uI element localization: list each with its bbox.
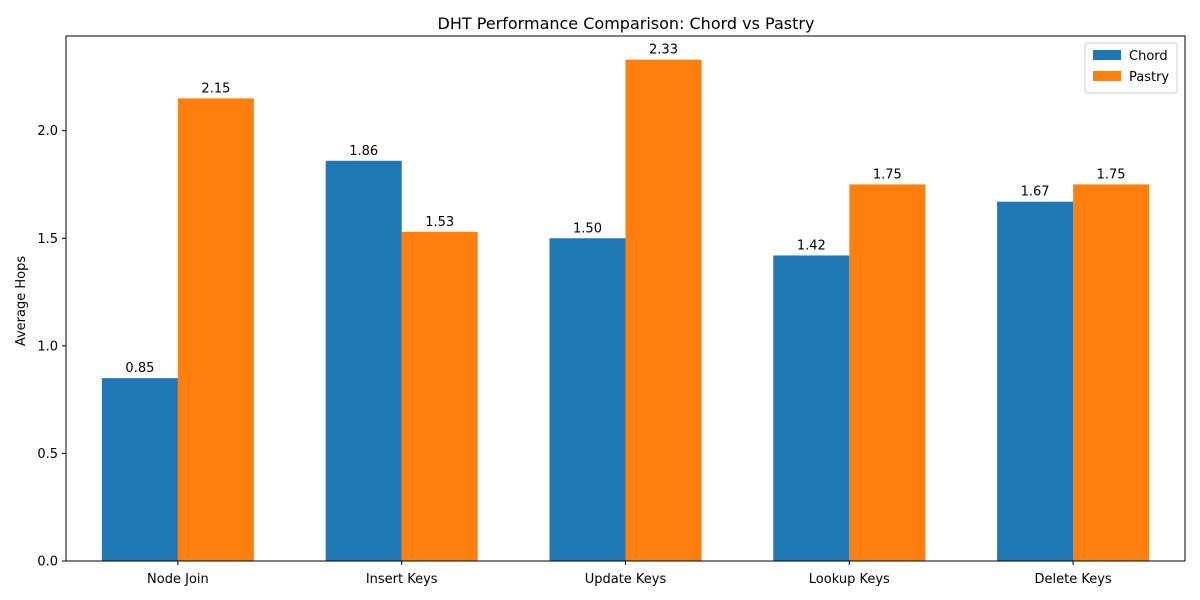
bar-pastry-1 — [177, 98, 254, 562]
bar-pastry-5 — [1073, 184, 1150, 561]
bar-chord-2 — [325, 160, 402, 561]
bar-chord-4 — [773, 255, 850, 561]
plot-area: 0.85 1.86 1.50 1.42 1.67 2.15 1.53 2.33 1.75 1.75… — [37, 35, 1186, 587]
data-label-chord-4: 1.42 — [797, 238, 826, 253]
x-tick-label: Lookup Keys — [809, 572, 890, 587]
legend-label-chord: Chord — [1129, 49, 1168, 64]
bar-pastry-2 — [401, 231, 478, 561]
data-label-pastry-3: 2.33 — [649, 43, 678, 58]
data-label-chord-1: 0.85 — [125, 361, 154, 376]
legend: Chord Pastry — [1084, 42, 1178, 94]
data-label-chord-2: 1.86 — [349, 144, 378, 159]
legend-swatch-pastry — [1093, 71, 1121, 81]
data-label-pastry-5: 1.75 — [1097, 167, 1126, 182]
x-tick-label: Node Join — [147, 572, 209, 587]
data-label-pastry-1: 2.15 — [201, 81, 230, 96]
x-tick-label: Delete Keys — [1035, 572, 1112, 587]
x-tick-label: Insert Keys — [366, 572, 438, 587]
legend-label-pastry: Pastry — [1129, 70, 1169, 85]
bar-chord-1 — [101, 378, 178, 561]
legend-swatch-chord — [1093, 50, 1121, 60]
y-tick-label: 0.5 — [37, 447, 58, 462]
y-tick-label: 1.0 — [37, 339, 58, 354]
data-label-pastry-4: 1.75 — [873, 167, 902, 182]
bar-chord-3 — [549, 238, 626, 562]
bar-pastry-4 — [849, 184, 926, 561]
bar-chord-5 — [997, 201, 1074, 562]
data-label-chord-3: 1.50 — [573, 221, 602, 236]
x-tick-label: Update Keys — [585, 572, 667, 587]
y-tick-label: 1.5 — [37, 232, 58, 247]
data-label-chord-5: 1.67 — [1021, 185, 1050, 200]
bar-pastry-3 — [625, 59, 702, 562]
y-tick-label: 2.0 — [37, 124, 58, 139]
y-axis-label: Average Hops — [14, 256, 29, 346]
data-label-pastry-2: 1.53 — [425, 215, 454, 230]
chart-title: DHT Performance Comparison: Chord vs Pas… — [438, 14, 815, 33]
y-tick-label: 0.0 — [37, 555, 58, 570]
